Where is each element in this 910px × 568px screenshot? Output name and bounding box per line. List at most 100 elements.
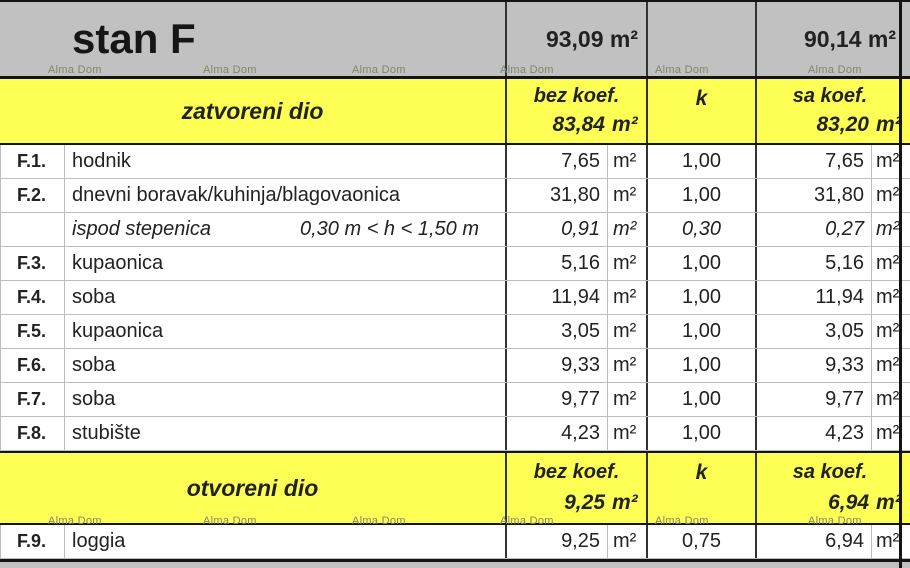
row-number: F.8. (0, 417, 65, 450)
section-filler (903, 453, 910, 523)
column-label-sa-koef: sa koef. (792, 460, 868, 483)
unit-label: m² (876, 530, 900, 552)
area-bez-koef: 9,33 (507, 349, 608, 382)
unit-label: m² (876, 388, 900, 410)
area-bez-koef: 3,05 (507, 315, 608, 348)
apartment-title: stan F (0, 2, 507, 76)
room-name: stubište (72, 422, 141, 444)
koeficijent-value: 1,00 (648, 315, 757, 348)
column-label-k: k (648, 453, 757, 523)
row-number: F.6. (0, 349, 65, 382)
row-description: kupaonica (65, 315, 507, 348)
unit-label: m² (876, 286, 900, 308)
unit-label: m² (608, 179, 648, 212)
koeficijent-value: 1,00 (648, 247, 757, 280)
unit-label: m² (876, 113, 902, 137)
height-note: 0,30 m < h < 1,50 m (300, 218, 479, 240)
room-name: soba (72, 286, 116, 308)
area-bez-koef: 31,80 (507, 179, 608, 212)
unit-label: m² (876, 354, 900, 376)
watermark-text: Alma Dom (203, 515, 257, 527)
section-header-zatvoreni-dio: zatvoreni dio bez koef. 83,84 m² k sa ko… (0, 79, 910, 145)
section-label: otvoreni dio (0, 453, 507, 523)
unit-label: m² (608, 145, 648, 178)
row-filler (903, 281, 910, 314)
section-label: zatvoreni dio (0, 79, 507, 143)
watermark-text: Alma Dom (808, 515, 862, 527)
section-bez-koef-block: bez koef. 83,84 m² (507, 79, 648, 143)
table-row: F.1. hodnik 7,65 m² 1,00 7,65 m² (0, 145, 910, 179)
watermark-text: Alma Dom (655, 515, 709, 527)
section-bez-koef-block: bez koef. 9,25 m² (507, 453, 648, 523)
row-number: F.2. (0, 179, 65, 212)
row-number: F.1. (0, 145, 65, 178)
row-number: F.7. (0, 383, 65, 416)
row-description: loggia (65, 525, 507, 558)
unit-label: m² (608, 315, 648, 348)
row-description: soba (65, 281, 507, 314)
column-label-k: k (648, 79, 757, 143)
watermark-text: Alma Dom (655, 64, 709, 76)
watermark-text: Alma Dom (352, 64, 406, 76)
unit-label: m² (876, 491, 902, 515)
unit-label: m² (876, 184, 900, 206)
area-bez-koef: 7,65 (507, 145, 608, 178)
unit-label: m² (608, 383, 648, 416)
apartment-header-row: stan F 93,09 m² 90,14 m² (0, 0, 910, 79)
watermark-text: Alma Dom (48, 64, 102, 76)
unit-label: m² (876, 218, 900, 240)
row-number: F.4. (0, 281, 65, 314)
row-description: soba (65, 349, 507, 382)
room-name: hodnik (72, 150, 131, 172)
total-area-bez-koef: 93,09 m² (507, 2, 648, 76)
watermark-text: Alma Dom (48, 515, 102, 527)
unit-label: m² (608, 247, 648, 280)
unit-label: m² (608, 525, 648, 558)
unit-label: m² (876, 252, 900, 274)
koeficijent-value: 1,00 (648, 145, 757, 178)
row-filler (903, 383, 910, 416)
row-filler (903, 315, 910, 348)
area-bez-koef: 5,16 (507, 247, 608, 280)
unit-label: m² (608, 213, 648, 246)
area-sa-koef: 0,27 (757, 213, 872, 246)
watermark-text: Alma Dom (203, 64, 257, 76)
area-bez-koef: 4,23 (507, 417, 608, 450)
table-right-border (899, 0, 902, 568)
column-label-sa-koef: sa koef. (792, 84, 868, 107)
table-row: F.3. kupaonica 5,16 m² 1,00 5,16 m² (0, 247, 910, 281)
room-name: kupaonica (72, 320, 164, 342)
row-description: kupaonica (65, 247, 507, 280)
unit-label: m² (608, 281, 648, 314)
room-name: ispod stepenica (72, 218, 211, 240)
row-number (0, 213, 65, 246)
table-row: F.4. soba 11,94 m² 1,00 11,94 m² (0, 281, 910, 315)
watermark-text: Alma Dom (352, 515, 406, 527)
row-filler (903, 179, 910, 212)
row-number: F.5. (0, 315, 65, 348)
row-filler (903, 349, 910, 382)
room-name: kupaonica (72, 252, 164, 274)
rows-otvoreni-dio: F.9. loggia 9,25 m² 0,75 6,94 m² (0, 525, 910, 559)
koeficijent-value: 0,75 (648, 525, 757, 558)
row-number: F.9. (0, 525, 65, 558)
area-bez-koef: 9,25 (507, 525, 608, 558)
watermark-text: Alma Dom (808, 64, 862, 76)
unit-label: m² (612, 113, 638, 137)
unit-label: m² (876, 320, 900, 342)
area-bez-koef: 9,77 (507, 383, 608, 416)
unit-label: m² (876, 422, 900, 444)
area-sa-koef: 4,23 (757, 417, 872, 450)
area-sa-koef: 9,33 (757, 349, 872, 382)
unit-label: m² (608, 417, 648, 450)
rows-zatvoreni-dio: F.1. hodnik 7,65 m² 1,00 7,65 m² F.2. dn… (0, 145, 910, 451)
column-label-bez-koef: bez koef. (533, 84, 620, 107)
room-name: soba (72, 388, 116, 410)
area-sa-koef: 3,05 (757, 315, 872, 348)
row-description: soba (65, 383, 507, 416)
table-row: F.8. stubište 4,23 m² 1,00 4,23 m² (0, 417, 910, 451)
area-sa-koef: 6,94 (757, 525, 872, 558)
row-filler (903, 145, 910, 178)
total-area-sa-koef: 90,14 m² (803, 25, 896, 52)
